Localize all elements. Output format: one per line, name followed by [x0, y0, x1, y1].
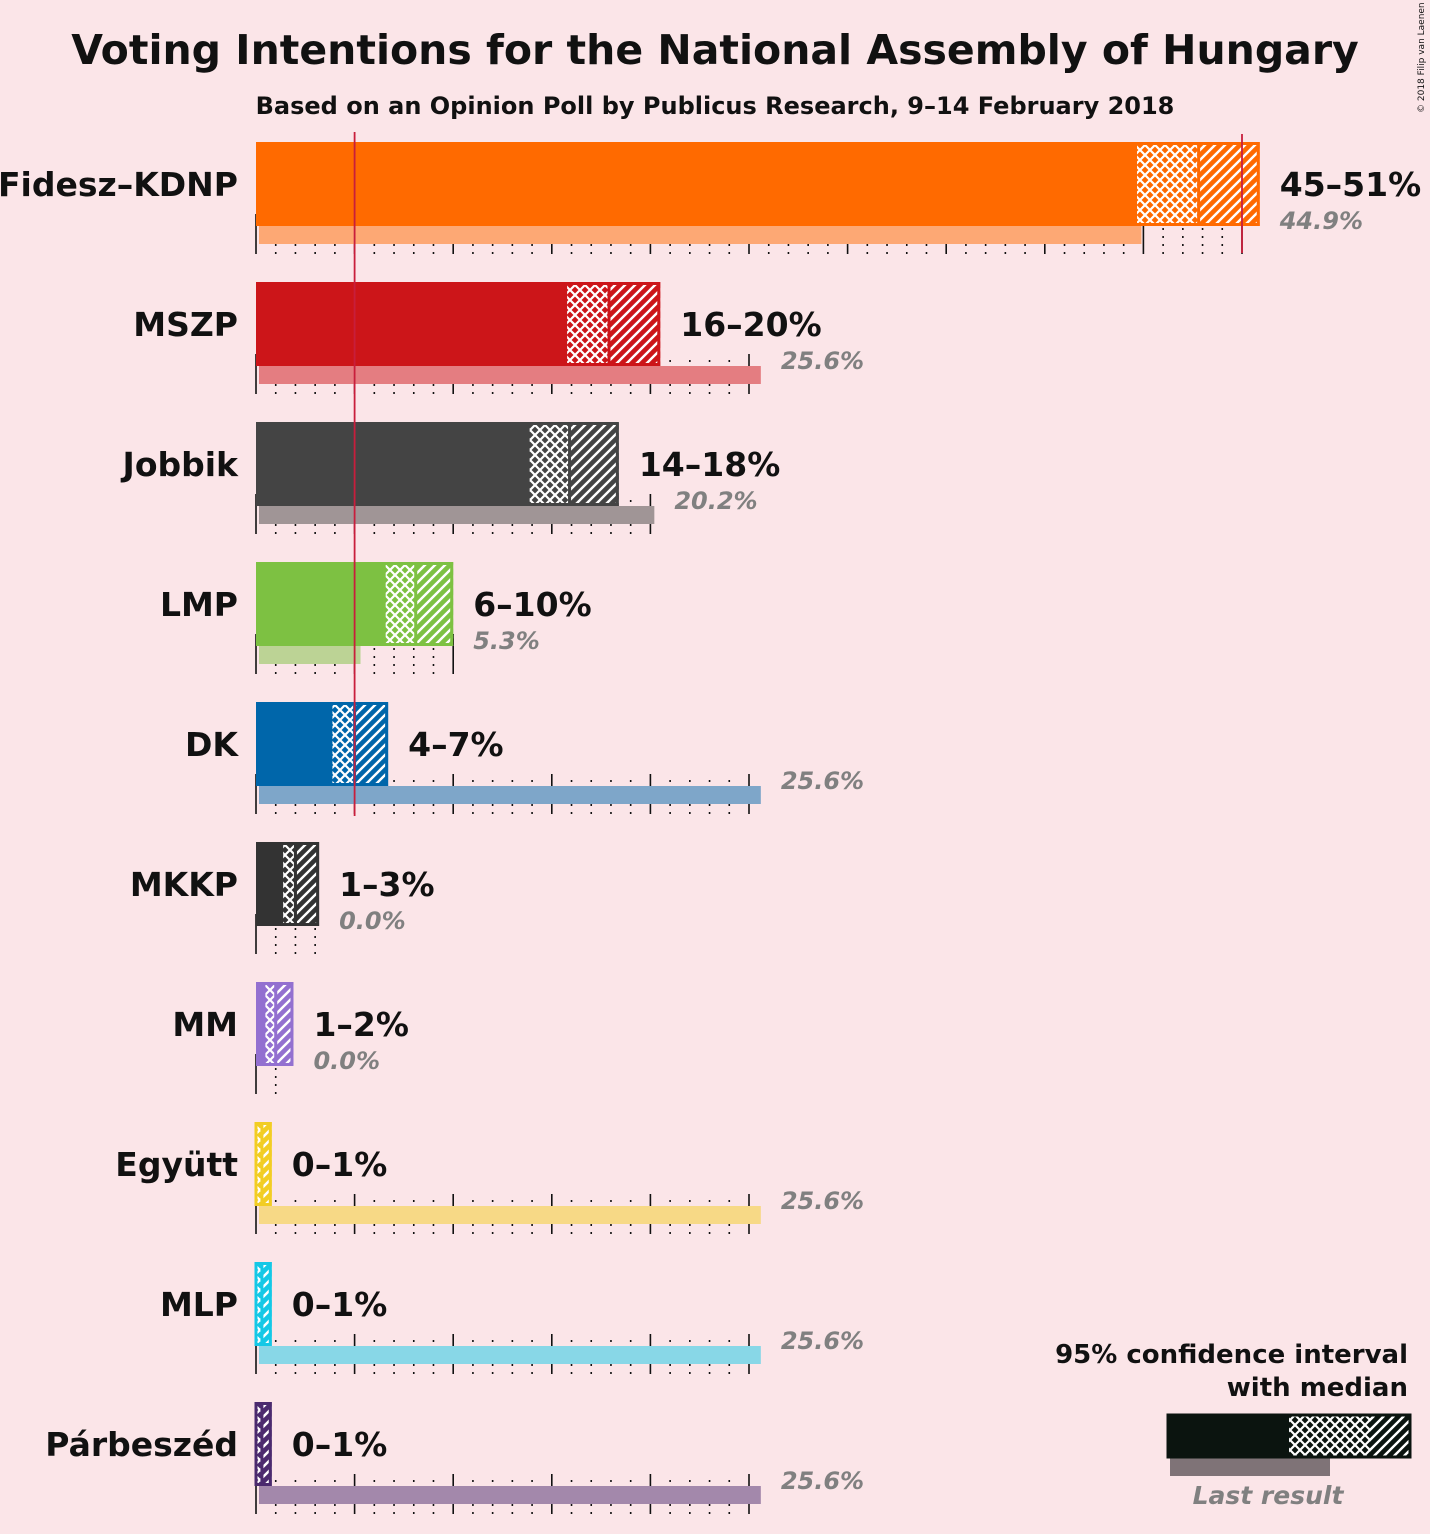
bar-ci-outline-jobbik	[526, 422, 619, 506]
legend-median-label: with median	[1227, 1373, 1408, 1403]
legend-last-result-bar	[1170, 1458, 1330, 1476]
legend-ci-label: 95% confidence interval	[1055, 1340, 1408, 1370]
bar-ci-lower-pattern-mlp	[256, 1262, 262, 1346]
party-label-mkkp: MKKP	[130, 865, 238, 904]
last-result-label-mszp: 25.6%	[781, 347, 864, 375]
last-result-bar-lmp	[259, 646, 361, 664]
bar-ci-upper-pattern-dk	[354, 702, 389, 786]
party-label-mm: MM	[172, 1005, 238, 1044]
last-result-label-mlp: 25.6%	[781, 1327, 864, 1355]
range-label-parbeszed: 0–1%	[292, 1425, 388, 1464]
range-label-mszp: 16–20%	[680, 305, 821, 344]
last-result-bar-mszp	[259, 366, 761, 384]
party-label-jobbik: Jobbik	[121, 445, 240, 484]
bar-ci-lower-pattern-mkkp	[281, 842, 296, 926]
last-result-label-lmp: 5.3%	[473, 627, 540, 655]
last-result-bar-dk	[259, 786, 761, 804]
bar-solid-mkkp	[256, 842, 282, 926]
bar-ci-upper-pattern-fidesz-kdnp	[1198, 142, 1260, 226]
bar-ci-upper-pattern-jobbik	[569, 422, 619, 506]
legend-bar-solid	[1167, 1414, 1289, 1458]
reference-lines	[353, 132, 1243, 816]
legend-bar-cross-pattern	[1289, 1414, 1370, 1458]
last-result-bar-jobbik	[259, 506, 655, 524]
bar-solid-fidesz-kdnp	[256, 142, 1136, 226]
bar-ci-outline-mszp	[564, 282, 661, 366]
last-result-label-jobbik: 20.2%	[674, 487, 757, 515]
party-label-mlp: MLP	[160, 1285, 238, 1324]
bar-ci-lower-pattern-lmp	[384, 562, 416, 646]
last-result-bar-mlp	[259, 1346, 761, 1364]
bar-ci-outline-dk	[329, 702, 389, 786]
copyright: © 2018 Filip van Laenen	[1417, 2, 1427, 113]
range-label-egyutt: 0–1%	[292, 1145, 388, 1184]
last-result-label-mm: 0.0%	[313, 1047, 380, 1075]
bar-ci-upper-pattern-egyutt	[261, 1122, 272, 1206]
last-result-label-parbeszed: 25.6%	[781, 1467, 864, 1495]
last-result-bar-fidesz-kdnp	[259, 226, 1142, 244]
party-label-parbeszed: Párbeszéd	[45, 1425, 238, 1464]
range-label-dk: 4–7%	[408, 725, 504, 764]
bar-ci-upper-pattern-lmp	[415, 562, 454, 646]
legend-bar-outline	[1166, 1413, 1412, 1459]
legend: 95% confidence interval with median Last…	[1055, 1340, 1412, 1510]
legend-bar-diag-pattern	[1370, 1414, 1410, 1458]
bar-solid-jobbik	[256, 422, 529, 506]
range-label-fidesz-kdnp: 45–51%	[1280, 165, 1421, 204]
party-label-egyutt: Együtt	[115, 1145, 238, 1184]
bar-ci-upper-pattern-mlp	[261, 1262, 272, 1346]
bar-ci-lower-pattern-egyutt	[256, 1122, 262, 1206]
party-label-mszp: MSZP	[133, 305, 238, 344]
party-label-lmp: LMP	[160, 585, 238, 624]
last-result-label-mkkp: 0.0%	[339, 907, 406, 935]
range-label-lmp: 6–10%	[473, 585, 591, 624]
last-result-bar-egyutt	[259, 1206, 761, 1224]
party-label-dk: DK	[185, 725, 239, 764]
bar-ci-lower-pattern-mszp	[565, 282, 609, 366]
bar-ci-lower-pattern-dk	[330, 702, 355, 786]
bar-ci-outline-fidesz-kdnp	[1134, 142, 1260, 226]
legend-last-result-label: Last result	[1193, 1481, 1345, 1510]
range-label-jobbik: 14–18%	[639, 445, 780, 484]
grid	[255, 214, 1243, 1514]
bar-ci-outline-mkkp	[280, 842, 320, 926]
bar-ci-lower-pattern-mm	[263, 982, 276, 1066]
bar-solid-lmp	[256, 562, 385, 646]
bar-solid-mszp	[256, 282, 566, 366]
bar-ci-upper-pattern-parbeszed	[261, 1402, 272, 1486]
last-result-label-egyutt: 25.6%	[781, 1187, 864, 1215]
last-result-bar-parbeszed	[259, 1486, 761, 1504]
bar-ci-outline-mm	[262, 982, 294, 1066]
bar-solid-mm	[256, 982, 264, 1066]
bar-solid-dk	[256, 702, 331, 786]
bar-ci-lower-pattern-parbeszed	[256, 1402, 262, 1486]
bar-ci-upper-pattern-mkkp	[295, 842, 320, 926]
bar-ci-outline-lmp	[382, 562, 454, 646]
chart-subtitle: Based on an Opinion Poll by Publicus Res…	[256, 92, 1175, 120]
bar-ci-upper-pattern-mszp	[608, 282, 661, 366]
bar-ci-lower-pattern-jobbik	[528, 422, 570, 506]
party-label-fidesz-kdnp: Fidesz–KDNP	[0, 165, 238, 204]
bar-ci-upper-pattern-mm	[275, 982, 294, 1066]
range-label-mm: 1–2%	[313, 1005, 409, 1044]
bars: Fidesz–KDNP 45–51% 44.9% MSZP 16–20% 25.6% Job…	[0, 142, 1421, 1504]
last-result-label-fidesz-kdnp: 44.9%	[1279, 207, 1363, 235]
range-label-mlp: 0–1%	[292, 1285, 388, 1324]
last-result-label-dk: 25.6%	[781, 767, 864, 795]
range-label-mkkp: 1–3%	[339, 865, 435, 904]
chart-title: Voting Intentions for the National Assem…	[71, 26, 1359, 74]
bar-ci-lower-pattern-fidesz-kdnp	[1135, 142, 1199, 226]
